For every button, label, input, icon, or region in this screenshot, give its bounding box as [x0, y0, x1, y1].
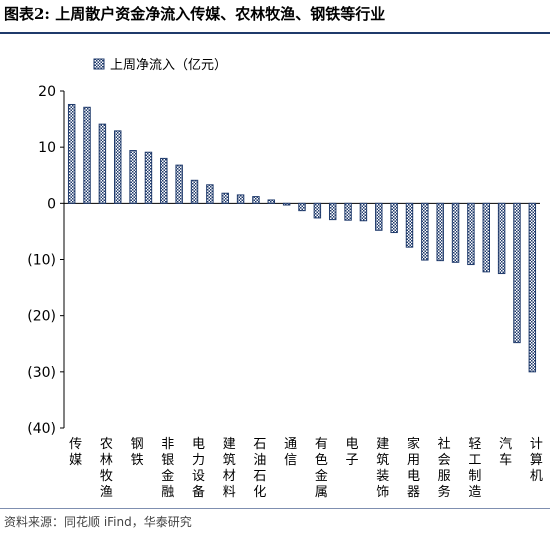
bar: [513, 202, 521, 344]
bar: [175, 164, 183, 204]
bar: [298, 202, 306, 212]
x-tick-label: 农林牧渔: [100, 437, 113, 500]
bar: [114, 130, 122, 204]
bar: [328, 202, 337, 221]
x-tick-label: 汽车: [499, 437, 512, 468]
bar: [375, 202, 383, 231]
x-tick-label: 轻工制造: [468, 437, 481, 500]
bar: [497, 202, 506, 275]
y-tick-label: 0: [47, 196, 56, 212]
bar: [528, 202, 537, 373]
x-axis-labels: 传媒 农林牧渔 钢铁 非银金融 电力设备 建筑材料 石油石化 通信 有色金属 电子 建筑装饰 家用电器…: [69, 436, 543, 500]
bar: [206, 184, 214, 204]
bar: [98, 123, 107, 204]
x-tick-label: 非银金融: [161, 437, 174, 500]
bar: [129, 150, 137, 204]
chart-title: 图表2: 上周散户资金净流入传媒、农林牧渔、钢铁等行业: [4, 5, 386, 23]
x-tick-label: 有色金属: [315, 437, 328, 500]
x-tick-label: 建筑装饰: [376, 437, 389, 500]
bar: [421, 202, 429, 261]
bar: [436, 202, 444, 262]
bar: [451, 202, 460, 263]
bar: [67, 103, 76, 204]
bar: [236, 194, 245, 204]
source-note: 资料来源：同花顺 iFind，华泰研究: [4, 515, 192, 529]
x-tick-label: 电力设备: [192, 437, 205, 500]
x-tick-label: 钢铁: [131, 437, 144, 468]
bar: [313, 202, 322, 219]
x-tick-label: 家用电器: [407, 436, 420, 500]
bar: [467, 202, 475, 266]
x-tick-label: 石油石化: [253, 437, 266, 500]
x-tick-label: 传媒: [69, 437, 82, 468]
footer-divider: [0, 508, 550, 509]
bar: [144, 151, 153, 204]
bar-chart: 上周净流入（亿元） 20 10 0 (10) (20) (30) (40) 传媒 农林牧渔 钢铁…: [27, 58, 543, 500]
bar: [160, 157, 168, 204]
x-tick-label: 建筑材料: [223, 437, 236, 500]
y-tick-label: 10: [38, 140, 56, 156]
bar: [83, 106, 91, 204]
bar: [252, 196, 260, 204]
x-tick-label: 通信: [284, 437, 297, 468]
y-tick-label: 20: [38, 84, 56, 100]
y-tick-label: (40): [27, 421, 56, 437]
bar: [190, 179, 199, 204]
x-tick-label: 电子: [346, 437, 359, 468]
bar: [482, 202, 490, 273]
legend-swatch: [93, 58, 105, 70]
y-tick-label: (20): [27, 309, 56, 325]
axes: 20 10 0 (10) (20) (30) (40): [27, 84, 540, 437]
y-tick-label: (30): [27, 365, 56, 381]
bar: [221, 192, 229, 204]
y-tick-label: (10): [27, 253, 56, 269]
x-tick-label: 计算机: [530, 437, 543, 484]
bar: [282, 202, 291, 206]
bar: [267, 199, 276, 204]
legend: 上周净流入（亿元）: [93, 58, 227, 73]
bar: [344, 202, 352, 221]
bars: [67, 103, 537, 373]
bar: [359, 202, 368, 222]
title-divider: [0, 32, 550, 34]
x-tick-label: 社会服务: [438, 436, 451, 500]
bar: [405, 202, 414, 248]
legend-label: 上周净流入（亿元）: [110, 58, 227, 73]
bar: [390, 202, 398, 234]
